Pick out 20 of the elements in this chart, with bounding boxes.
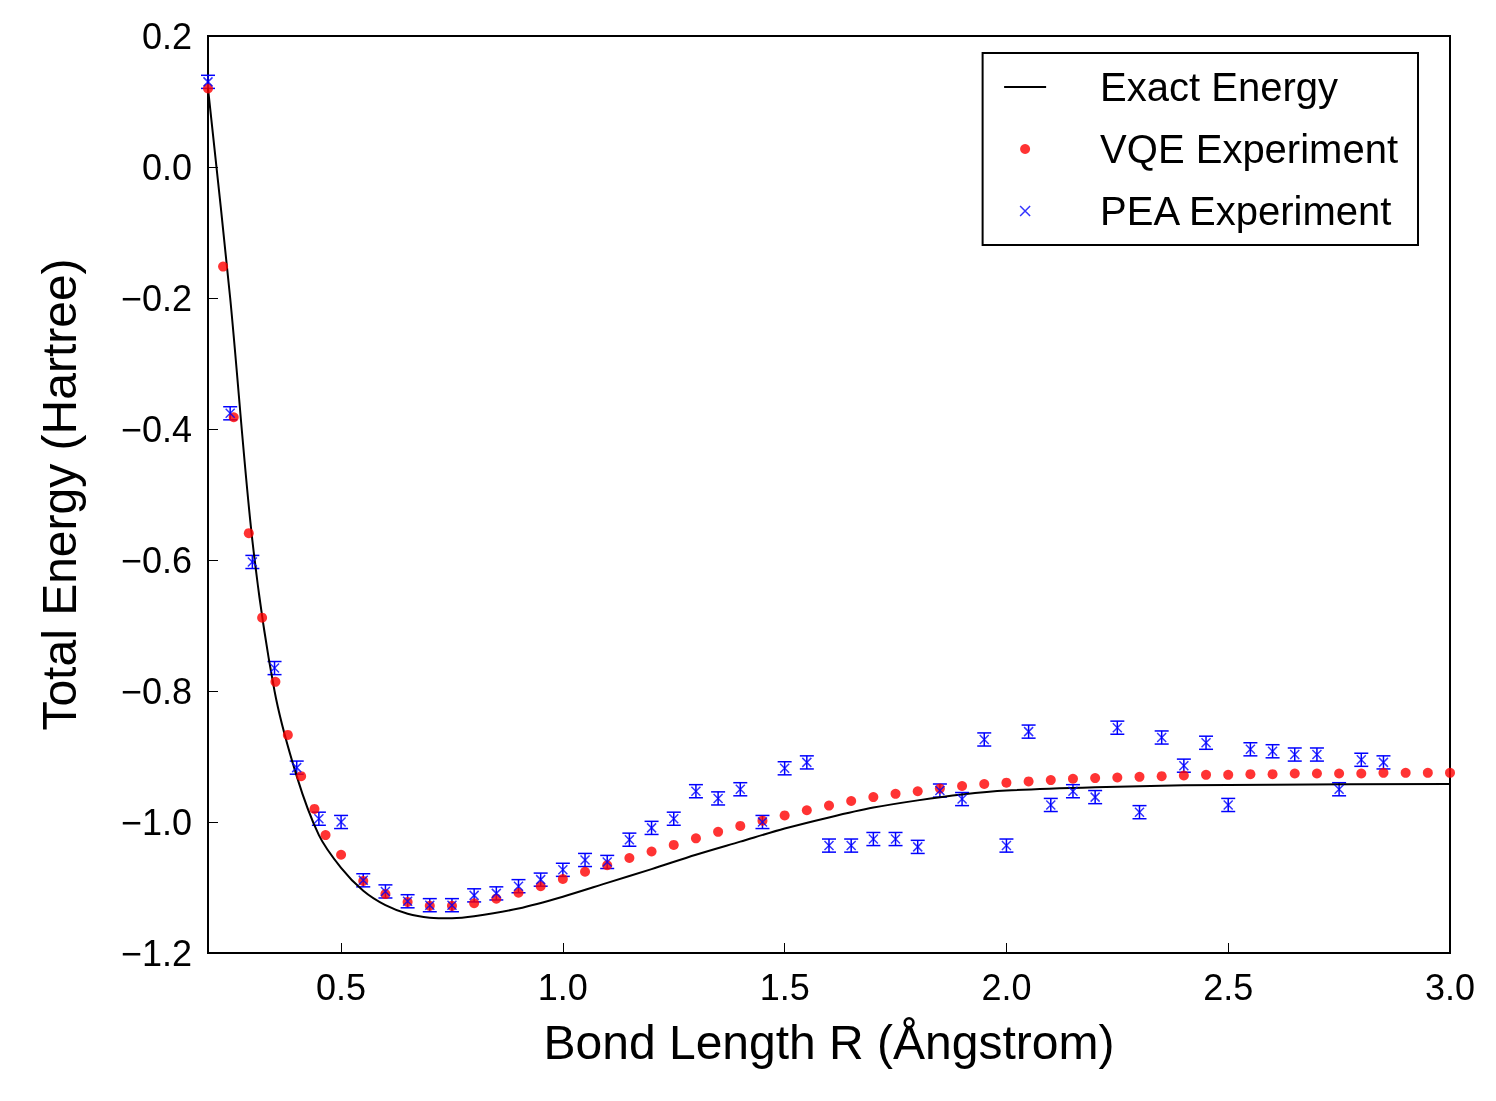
legend-label: VQE Experiment (1100, 127, 1398, 171)
y-tick-label: −0.4 (120, 408, 192, 450)
x-tick-label: 1.0 (537, 966, 588, 1008)
x-tick-label: 0.5 (316, 966, 367, 1008)
point (202, 76, 214, 88)
x-tick-label: 2.0 (981, 966, 1032, 1008)
legend-label: Exact Energy (1100, 65, 1338, 109)
y-tick-label: −0.2 (120, 277, 192, 319)
x-tick-label: 2.5 (1203, 966, 1254, 1008)
y-axis-title: Total Energy (Hartree) (32, 258, 86, 731)
y-tick-label: −0.8 (120, 670, 192, 712)
y-tick-label: −1.0 (120, 801, 192, 843)
y-tick-label: −1.2 (120, 932, 192, 974)
y-tick-label: 0.2 (141, 15, 192, 57)
y-tick-label: −0.6 (120, 539, 192, 581)
x-axis-title: Bond Length R (Ångstrom) (543, 1015, 1115, 1069)
x-tick-label: 1.5 (759, 966, 810, 1008)
x-tick-label: 3.0 (1424, 966, 1476, 1008)
y-tick-label: 0.0 (141, 146, 192, 188)
legend-label: PEA Experiment (1100, 189, 1392, 233)
